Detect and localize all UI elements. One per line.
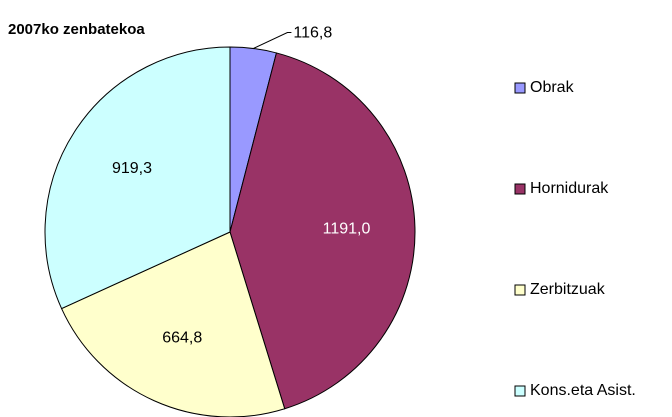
data-label: 664,8	[162, 330, 202, 347]
legend-label: Kons.eta Asist.	[530, 382, 636, 399]
data-label: 919,3	[112, 160, 152, 177]
legend-label: Hornidurak	[530, 180, 609, 197]
legend-swatch	[514, 284, 526, 296]
legend-swatch	[514, 183, 526, 195]
legend-swatch	[514, 385, 526, 397]
leader-line	[253, 31, 292, 49]
pie-slice	[229, 52, 416, 410]
legend-label: Zerbitzuak	[530, 281, 606, 298]
legend-swatch	[514, 82, 526, 94]
data-label: 1191,0	[323, 221, 371, 238]
pie-slice	[60, 231, 286, 417]
chart-title: 2007ko zenbatekoa	[8, 21, 145, 38]
legend-label: Obrak	[530, 79, 575, 96]
pie-slice	[44, 46, 231, 310]
data-label: 116,8	[293, 25, 332, 42]
